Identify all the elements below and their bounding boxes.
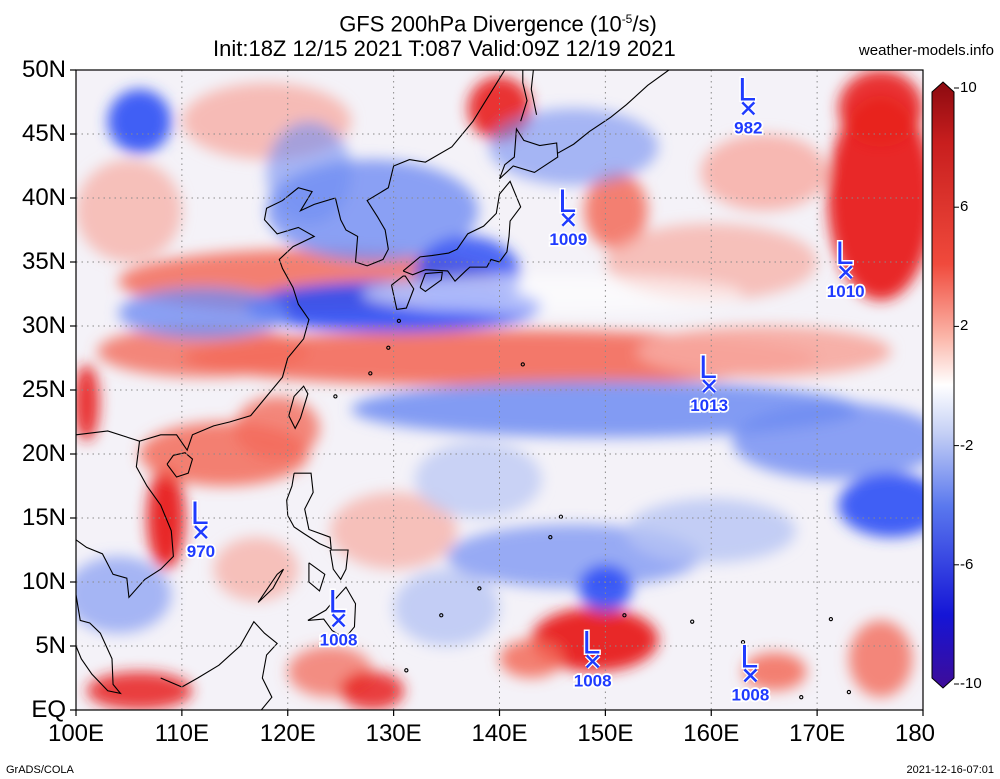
low-pressure-value: 970 <box>187 542 215 561</box>
low-letter: L <box>740 638 758 674</box>
lon-tick-label: 100E <box>47 720 105 747</box>
low-letter: L <box>738 71 756 107</box>
lon-tick-label: 120E <box>259 720 316 747</box>
lat-tick-label: 40N <box>21 184 66 211</box>
axis-ticks <box>70 69 924 716</box>
low-marker: L 1013 <box>688 348 729 417</box>
colorbar-scale <box>931 81 955 689</box>
low-pressure-value: 1013 <box>690 396 728 415</box>
low-center-x <box>743 668 758 683</box>
lat-tick-label: 30N <box>21 312 66 339</box>
lon-tick-label: 160E <box>683 720 740 747</box>
lon-tick-label: 110E <box>154 720 210 747</box>
low-center-x <box>194 525 208 539</box>
lon-tick-label: 180 <box>894 720 936 747</box>
lat-tick-label: 45N <box>21 120 66 147</box>
low-letter: L <box>836 235 854 271</box>
divergence-field <box>76 70 923 710</box>
low-center-x <box>741 101 756 116</box>
lat-tick-label: 5N <box>35 632 66 659</box>
colorbar-tick-label: 10 <box>960 79 977 96</box>
lat-tick-label: 25N <box>21 376 66 403</box>
lon-tick-label: 170E <box>789 720 846 747</box>
low-marker: L 970 <box>185 494 217 563</box>
low-marker: L 1008 <box>572 623 613 692</box>
colorbar-tick-label: -2 <box>960 436 974 454</box>
coastlines <box>76 70 852 710</box>
low-pressure-value: 1008 <box>574 671 612 690</box>
software-credit: GrADS/COLA <box>6 764 74 776</box>
lat-tick-label: 10N <box>21 568 66 595</box>
lat-tick-label: EQ <box>31 696 66 723</box>
low-pressure-markers: L 982 L 1009 L 1010 L 1013 L 970 L 1008 L 1008 L 1008 <box>185 70 866 706</box>
low-center-x <box>331 613 346 628</box>
chart-title: GFS 200hPa Divergence (10-5/s) <box>339 11 657 37</box>
low-pressure-value: 1009 <box>549 230 587 249</box>
generation-timestamp: 2021-12-16-07:01 <box>906 764 994 776</box>
low-letter: L <box>558 183 576 219</box>
colorbar-tick-label: 2 <box>960 317 969 335</box>
low-marker: L 1010 <box>825 234 866 303</box>
low-center-x <box>585 654 600 669</box>
low-letter: L <box>329 583 347 619</box>
lat-tick-label: 50N <box>21 56 66 83</box>
lat-tick-label: 15N <box>21 504 66 531</box>
low-marker: L 1008 <box>730 637 771 706</box>
low-marker: L 1008 <box>318 582 359 651</box>
lon-tick-label: 130E <box>365 720 422 747</box>
low-center-x <box>702 379 717 394</box>
low-center-x <box>838 265 853 280</box>
low-marker: L 982 <box>732 70 764 139</box>
colorbar-tick-label: -10 <box>960 675 982 692</box>
low-pressure-value: 1008 <box>320 630 358 649</box>
low-letter: L <box>191 495 209 531</box>
low-pressure-value: 982 <box>734 118 762 137</box>
low-letter: L <box>583 624 601 660</box>
colorbar <box>931 81 955 689</box>
low-pressure-value: 1010 <box>827 282 865 301</box>
colorbar-tick-label: -6 <box>960 555 974 573</box>
site-credit: weather-models.info <box>858 42 994 59</box>
low-center-x <box>561 212 576 227</box>
lat-tick-label: 35N <box>21 248 66 275</box>
lon-tick-label: 140E <box>471 720 528 747</box>
low-pressure-value: 1008 <box>732 685 770 704</box>
lat-tick-label: 20N <box>21 440 66 467</box>
lon-tick-label: 150E <box>577 720 634 747</box>
colorbar-tick-label: 6 <box>960 198 969 216</box>
low-letter: L <box>699 349 717 385</box>
low-marker: L 1009 <box>548 181 589 250</box>
